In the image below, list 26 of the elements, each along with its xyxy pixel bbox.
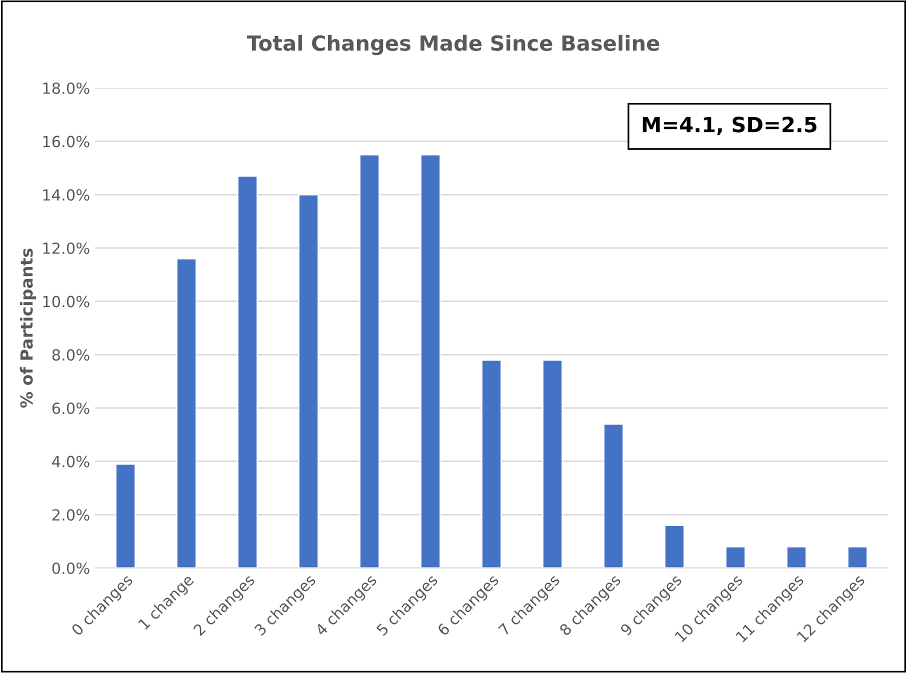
y-tick-label: 2.0% bbox=[52, 509, 90, 521]
y-tick-label: 0.0% bbox=[52, 562, 90, 574]
y-axis-title: % of Participants bbox=[20, 248, 36, 408]
y-tick-label: 4.0% bbox=[52, 456, 90, 468]
y-tick-label: 6.0% bbox=[52, 402, 90, 414]
bar bbox=[176, 258, 197, 568]
bar bbox=[786, 546, 807, 568]
bar bbox=[298, 194, 319, 568]
bar bbox=[542, 359, 563, 568]
bar bbox=[237, 175, 258, 568]
annotation: M=4.1, SD=2.5 bbox=[642, 116, 816, 136]
y-tick-label: 10.0% bbox=[43, 296, 90, 308]
y-tick-label: 8.0% bbox=[52, 349, 90, 361]
bar bbox=[603, 423, 624, 568]
y-tick-label: 18.0% bbox=[43, 82, 90, 94]
bar bbox=[725, 546, 746, 568]
bar bbox=[664, 524, 685, 568]
bar bbox=[847, 546, 868, 568]
y-tick-label: 16.0% bbox=[43, 136, 90, 148]
bar bbox=[481, 359, 502, 568]
bar bbox=[115, 463, 136, 568]
y-tick-label: 12.0% bbox=[43, 242, 90, 254]
chart-title: Total Changes Made Since Baseline bbox=[246, 34, 660, 56]
bar bbox=[420, 154, 441, 568]
bar bbox=[359, 154, 380, 568]
y-tick-label: 14.0% bbox=[43, 189, 90, 201]
